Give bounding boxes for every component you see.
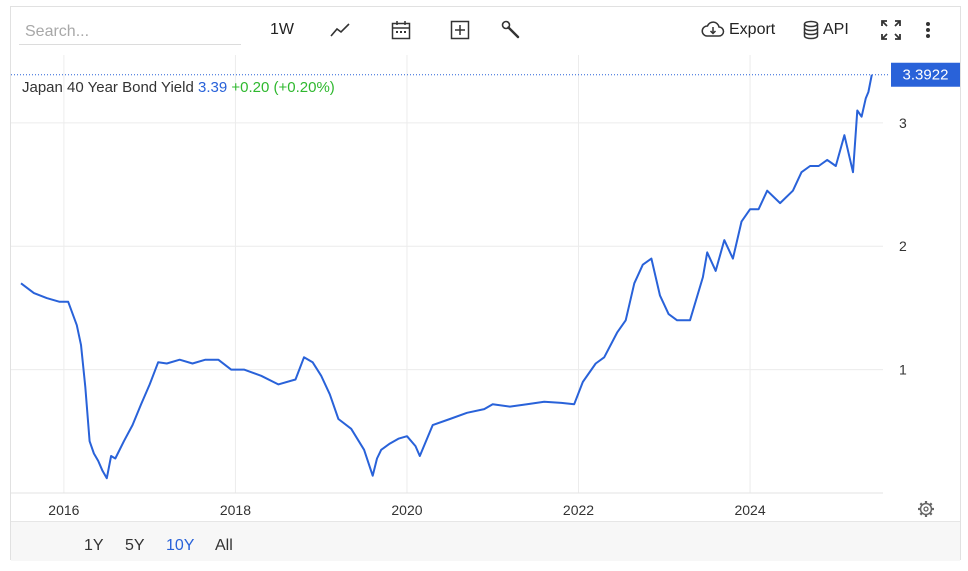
period-10y[interactable]: 10Y <box>166 537 195 554</box>
legend-name: Japan 40 Year Bond Yield <box>22 79 198 96</box>
period-5y[interactable]: 5Y <box>125 537 145 554</box>
api-button[interactable]: API <box>802 17 849 43</box>
api-label: API <box>823 21 849 38</box>
legend-value: 3.39 <box>198 79 231 96</box>
period-all[interactable]: All <box>215 537 233 554</box>
interval-button[interactable]: 1W <box>270 17 294 43</box>
export-button[interactable]: Export <box>701 17 775 43</box>
calendar-icon <box>390 19 412 41</box>
date-range-button[interactable] <box>390 17 412 43</box>
interval-label: 1W <box>270 21 294 38</box>
x-tick-label: 2024 <box>734 502 765 518</box>
chart-type-button[interactable] <box>329 17 353 43</box>
x-tick-label: 2018 <box>220 502 251 518</box>
chart-widget: 1W <box>10 6 961 561</box>
y-tick-label: 3 <box>899 115 907 131</box>
period-selector: 1Y 5Y 10Y All <box>11 521 960 561</box>
period-1y[interactable]: 1Y <box>84 537 104 554</box>
series-line-japan-40y <box>20 74 873 480</box>
more-vertical-icon <box>924 20 932 40</box>
search-input[interactable] <box>19 19 241 45</box>
last-value-label: 3.3922 <box>903 67 949 84</box>
compare-button[interactable] <box>449 17 471 43</box>
x-tick-label: 2020 <box>391 502 422 518</box>
cloud-download-icon <box>701 20 725 40</box>
line-chart[interactable]: 1 2 3 2016 2018 2020 2022 2024 3.3922 Japan 40 Ye… <box>11 55 960 521</box>
add-compare-icon <box>449 19 471 41</box>
wrench-icon <box>500 19 522 41</box>
x-tick-label: 2016 <box>48 502 79 518</box>
legend-text: Japan 40 Year Bond Yield 3.39 +0.20 (+0.… <box>22 79 335 96</box>
settings-gear-icon[interactable] <box>918 501 934 517</box>
y-tick-label: 2 <box>899 238 907 254</box>
chart-area[interactable]: 1 2 3 2016 2018 2020 2022 2024 3.3922 Japan 40 Ye… <box>11 55 960 526</box>
y-tick-label: 1 <box>899 362 907 378</box>
export-label: Export <box>729 21 776 38</box>
tools-button[interactable] <box>500 17 522 43</box>
legend-change: +0.20 (+0.20%) <box>231 79 334 96</box>
fullscreen-button[interactable] <box>880 17 902 43</box>
line-chart-icon <box>329 21 353 39</box>
fullscreen-icon <box>880 19 902 41</box>
x-tick-label: 2022 <box>563 502 594 518</box>
database-icon <box>802 20 820 40</box>
chart-toolbar: 1W <box>11 7 960 55</box>
last-value-badge <box>891 62 960 87</box>
more-button[interactable] <box>924 17 932 43</box>
